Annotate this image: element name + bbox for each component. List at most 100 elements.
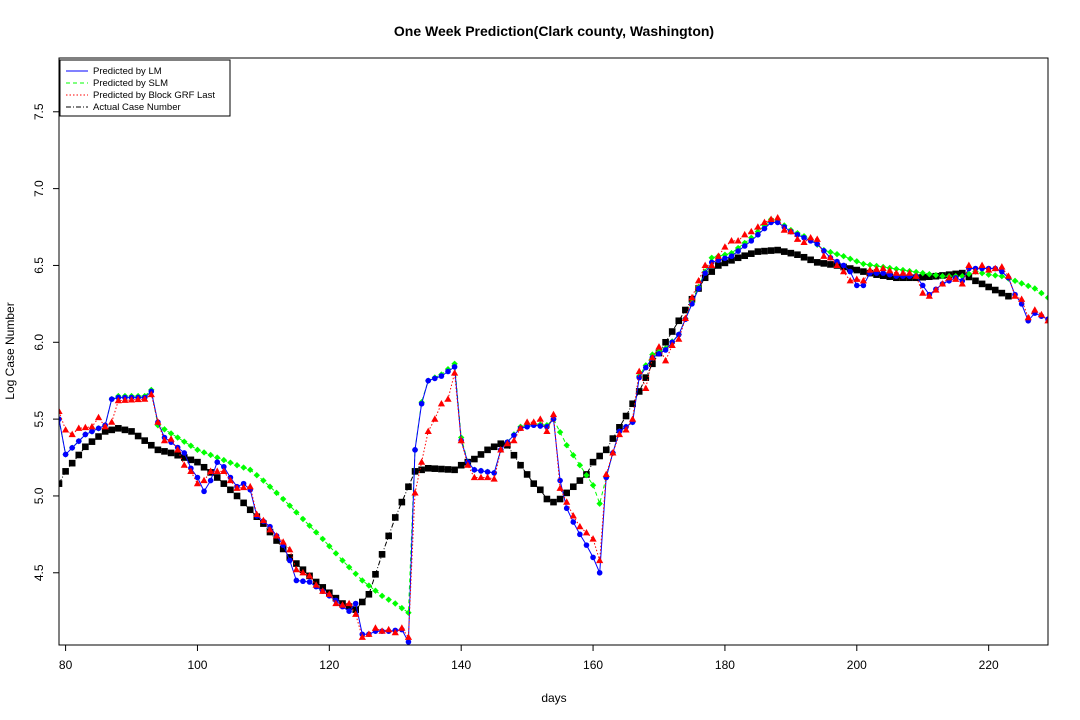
lm-point: [293, 577, 300, 584]
grf-point: [648, 353, 656, 361]
grf-point: [207, 467, 215, 474]
lm-point: [445, 368, 451, 375]
actual-case-point: [635, 388, 643, 395]
actual-case-point: [438, 465, 445, 473]
slm-point: [570, 452, 577, 459]
lm-point: [643, 364, 649, 371]
slm-point: [1025, 282, 1032, 290]
lm-point: [557, 477, 563, 484]
grf-point: [180, 461, 188, 468]
actual-case-point: [602, 446, 610, 454]
grf-point: [503, 439, 511, 447]
actual-case-point: [576, 477, 584, 484]
slm-point: [266, 483, 274, 490]
grf-point: [582, 529, 591, 536]
lm-point: [108, 396, 115, 402]
actual-case-point: [767, 247, 775, 254]
grf-point: [549, 410, 558, 418]
actual-case-point: [59, 480, 63, 487]
grf-point: [345, 599, 353, 607]
actual-case-point: [748, 250, 755, 257]
actual-case-point: [616, 424, 623, 431]
grf-point: [1037, 310, 1046, 318]
actual-case-point: [701, 274, 709, 282]
grf-point: [602, 470, 610, 478]
slm-point: [1011, 277, 1019, 285]
grf-point: [141, 395, 149, 402]
grf-point: [226, 476, 235, 484]
lm-point: [919, 282, 926, 289]
grf-point: [952, 275, 960, 282]
slm-point: [708, 254, 715, 261]
grf-point: [444, 395, 452, 402]
slm-point: [398, 604, 406, 612]
grf-point: [437, 399, 446, 407]
actual-case-point: [550, 498, 557, 506]
grf-point: [609, 449, 617, 456]
slm-point: [299, 515, 307, 523]
lm-point: [75, 438, 82, 444]
grf-point: [760, 218, 769, 226]
grf-point: [108, 418, 116, 425]
actual-case-point: [853, 266, 861, 274]
slm-point: [959, 273, 966, 280]
plot-frame: [58, 57, 1049, 646]
grf-point: [668, 341, 676, 348]
grf-point: [134, 395, 142, 403]
grf-point: [391, 628, 399, 636]
grf-point: [945, 273, 953, 281]
actual-case-point: [589, 458, 597, 466]
grf-point: [246, 482, 254, 490]
actual-case-point: [662, 338, 669, 346]
actual-case-point: [240, 499, 247, 507]
grf-point: [714, 252, 722, 259]
lm-point: [741, 243, 748, 249]
legend: Predicted by LM Predicted by SLM Predict…: [59, 59, 231, 117]
actual-case-point: [108, 426, 116, 434]
grf-point: [589, 535, 597, 542]
grf-point: [642, 384, 650, 391]
y-tick-label: 7.5: [32, 103, 46, 120]
lm-point: [537, 423, 544, 429]
grf-point: [569, 512, 577, 519]
grf-point: [866, 266, 874, 273]
slm-point: [853, 258, 860, 265]
grf-point: [774, 214, 782, 221]
slm-point: [306, 522, 313, 529]
actual-case-point: [972, 277, 979, 285]
actual-case-point: [754, 248, 762, 255]
actual-case-series-line: [59, 249, 1009, 611]
slm-point: [405, 609, 412, 616]
lm-point: [82, 431, 89, 438]
grf-point: [338, 601, 347, 608]
grf-point: [912, 272, 920, 279]
grf-point: [886, 267, 894, 274]
lm-point: [201, 488, 207, 495]
actual-case-point: [820, 260, 828, 267]
actual-case-point: [484, 446, 491, 454]
lm-point: [794, 231, 801, 238]
slm-point: [926, 270, 933, 278]
grf-point: [925, 292, 933, 299]
lm-point: [524, 423, 530, 430]
lm-point: [583, 542, 590, 548]
grf-point: [193, 479, 202, 487]
lm-point: [181, 450, 188, 456]
actual-case-point: [279, 545, 287, 553]
chart-title: One Week Prediction(Clark county, Washin…: [394, 23, 714, 39]
lm-point: [194, 474, 201, 481]
grf-point: [451, 369, 459, 376]
x-tick-label: 140: [451, 658, 471, 672]
grf-point: [88, 422, 96, 430]
legend-lm-label: Predicted by LM: [93, 66, 162, 77]
grf-point: [958, 280, 966, 287]
grf-point: [872, 265, 881, 272]
actual-case-point: [352, 606, 359, 613]
slm-point: [319, 535, 326, 543]
grf-point: [622, 426, 630, 433]
actual-case-point: [293, 560, 300, 567]
actual-case-point: [115, 425, 122, 432]
grf-point: [596, 556, 604, 564]
slm-point: [840, 253, 847, 260]
lm-point: [755, 231, 761, 238]
